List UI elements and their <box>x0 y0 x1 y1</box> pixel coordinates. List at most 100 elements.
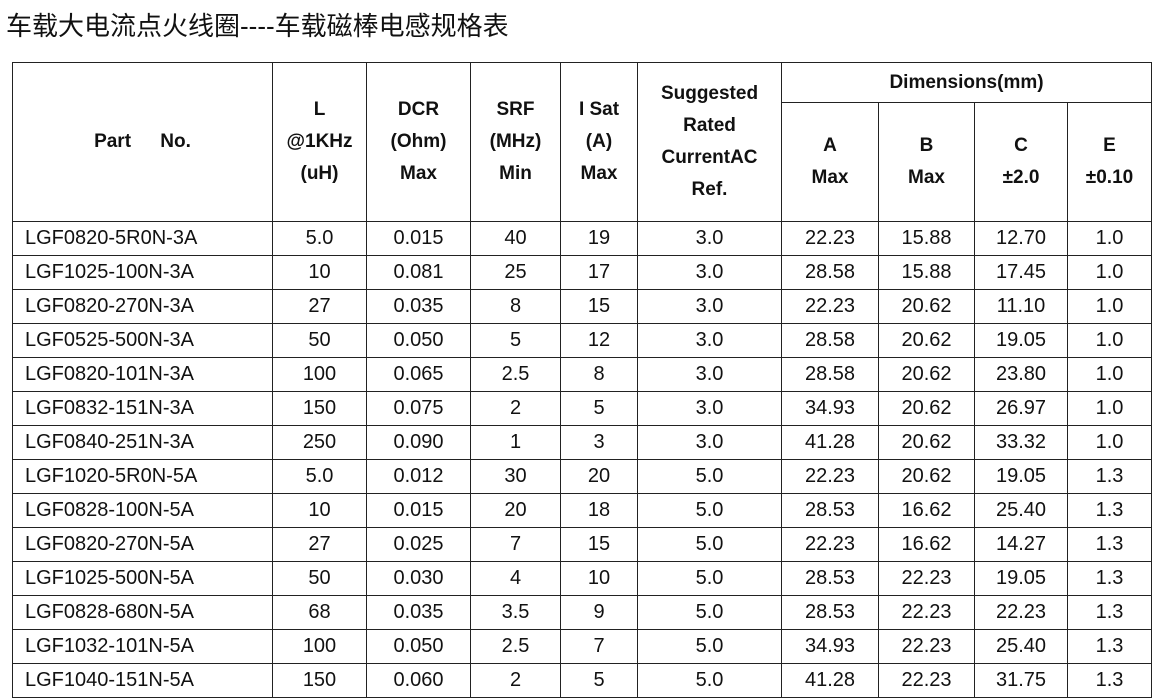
header-line: Part No. <box>94 131 191 152</box>
cell: 3.0 <box>637 323 782 358</box>
cell: 3.0 <box>637 289 782 324</box>
cell: 1.3 <box>1066 663 1153 698</box>
table-row: LGF0832-151N-3A 150 0.075 2 5 3.0 34.93 20.62 26… <box>12 391 1153 426</box>
column-header: SRF (MHz) Min <box>470 62 561 222</box>
cell: 1.3 <box>1066 459 1153 494</box>
cell: 1.0 <box>1066 425 1153 460</box>
cell: 0.060 <box>366 663 471 698</box>
header-line: (A) <box>585 131 613 152</box>
header-line: L <box>313 99 326 120</box>
cell: 0.081 <box>366 255 471 290</box>
part-number: LGF0832-151N-3A <box>12 391 273 426</box>
header-line: (MHz) <box>489 131 542 152</box>
cell: 0.075 <box>366 391 471 426</box>
cell: 22.23 <box>781 459 879 494</box>
cell: 10 <box>272 493 367 528</box>
header-line: I Sat <box>578 99 620 120</box>
cell: 250 <box>272 425 367 460</box>
header-row: A Max B Max C ±2.0 E ±0.10 <box>13 102 1153 222</box>
cell: 28.58 <box>781 255 879 290</box>
cell: 68 <box>272 595 367 630</box>
cell: 28.53 <box>781 595 879 630</box>
cell: 1.0 <box>1066 255 1153 290</box>
cell: 0.035 <box>366 289 471 324</box>
cell: 5.0 <box>637 527 782 562</box>
cell: 28.58 <box>781 323 879 358</box>
part-number: LGF0820-270N-5A <box>12 527 273 562</box>
cell: 33.32 <box>974 425 1068 460</box>
table-row: LGF0828-680N-5A 68 0.035 3.5 9 5.0 28.53 22.23 2… <box>12 595 1153 630</box>
part-number: LGF1025-100N-3A <box>12 255 273 290</box>
cell: 5 <box>560 663 638 698</box>
table-row: LGF1032-101N-5A 100 0.050 2.5 7 5.0 34.93 22.23… <box>12 629 1153 664</box>
part-number: LGF0525-500N-3A <box>12 323 273 358</box>
cell: 10 <box>272 255 367 290</box>
cell: 1.3 <box>1066 561 1153 596</box>
table-row: LGF0820-270N-3A 27 0.035 8 15 3.0 22.23 20.62 11… <box>12 289 1153 324</box>
table-row: LGF0840-251N-3A 250 0.090 1 3 3.0 41.28 20.62 33… <box>12 425 1153 460</box>
column-header: DCR (Ohm) Max <box>366 62 471 222</box>
cell: 8 <box>560 357 638 392</box>
cell: 34.93 <box>781 391 879 426</box>
cell: 5.0 <box>637 629 782 664</box>
group-header: Dimensions(mm) <box>780 62 1153 103</box>
header-line: ±0.10 <box>1085 167 1134 188</box>
cell: 25.40 <box>974 493 1068 528</box>
table-row: LGF0525-500N-3A 50 0.050 5 12 3.0 28.58 20.62 19… <box>12 323 1153 358</box>
header-line: Max <box>580 163 618 184</box>
cell: 3.0 <box>637 425 782 460</box>
column-header: B Max <box>878 102 975 222</box>
cell: 20 <box>560 459 638 494</box>
cell: 2 <box>470 391 561 426</box>
cell: 26.97 <box>974 391 1068 426</box>
cell: 18 <box>560 493 638 528</box>
cell: 10 <box>560 561 638 596</box>
cell: 22.23 <box>781 527 879 562</box>
cell: 23.80 <box>974 357 1068 392</box>
cell: 19.05 <box>974 459 1068 494</box>
cell: 17 <box>560 255 638 290</box>
header-line: ±2.0 <box>1002 167 1040 188</box>
cell: 40 <box>470 221 561 256</box>
cell: 0.090 <box>366 425 471 460</box>
cell: 50 <box>272 323 367 358</box>
cell: 12.70 <box>974 221 1068 256</box>
cell: 34.93 <box>781 629 879 664</box>
header-line: DCR <box>397 99 440 120</box>
cell: 0.065 <box>366 357 471 392</box>
part-number: LGF0828-100N-5A <box>12 493 273 528</box>
cell: 5 <box>560 391 638 426</box>
cell: 1.0 <box>1066 221 1153 256</box>
cell: 3.0 <box>637 255 782 290</box>
column-header: C ±2.0 <box>974 102 1068 222</box>
column-header: E ±0.10 <box>1066 102 1153 222</box>
cell: 20.62 <box>878 459 975 494</box>
cell: 20.62 <box>878 289 975 324</box>
cell: 14.27 <box>974 527 1068 562</box>
cell: 0.050 <box>366 629 471 664</box>
cell: 7 <box>560 629 638 664</box>
cell: 20.62 <box>878 323 975 358</box>
table-row: LGF0820-101N-3A 100 0.065 2.5 8 3.0 28.58 20.62… <box>12 357 1153 392</box>
cell: 1 <box>470 425 561 460</box>
cell: 28.53 <box>781 493 879 528</box>
cell: 0.012 <box>366 459 471 494</box>
cell: 5.0 <box>637 595 782 630</box>
table-row: LGF1020-5R0N-5A 5.0 0.012 30 20 5.0 22.23 20.62… <box>12 459 1153 494</box>
header-line: B <box>919 135 934 156</box>
header-line: Max <box>908 167 945 188</box>
header-row: Part No. L @1KHz (uH) DCR (Ohm) Max SRF (MHz) Min… <box>12 62 1153 222</box>
cell: 20.62 <box>878 425 975 460</box>
part-number: LGF1020-5R0N-5A <box>12 459 273 494</box>
cell: 22.23 <box>878 595 975 630</box>
cell: 0.035 <box>366 595 471 630</box>
table-header: Part No. L @1KHz (uH) DCR (Ohm) Max SRF (MHz) Min… <box>12 62 1153 222</box>
cell: 1.0 <box>1066 391 1153 426</box>
cell: 25 <box>470 255 561 290</box>
header-line: C <box>1014 135 1028 156</box>
cell: 22.23 <box>974 595 1068 630</box>
cell: 3.5 <box>470 595 561 630</box>
table-row: LGF1040-151N-5A 150 0.060 2 5 5.0 41.28 22.23 31… <box>12 663 1153 698</box>
table-row: LGF0820-270N-5A 27 0.025 7 15 5.0 22.23 16.62 14… <box>12 527 1153 562</box>
page-title: 车载大电流点火线圈----车载磁棒电感规格表 <box>6 11 509 41</box>
